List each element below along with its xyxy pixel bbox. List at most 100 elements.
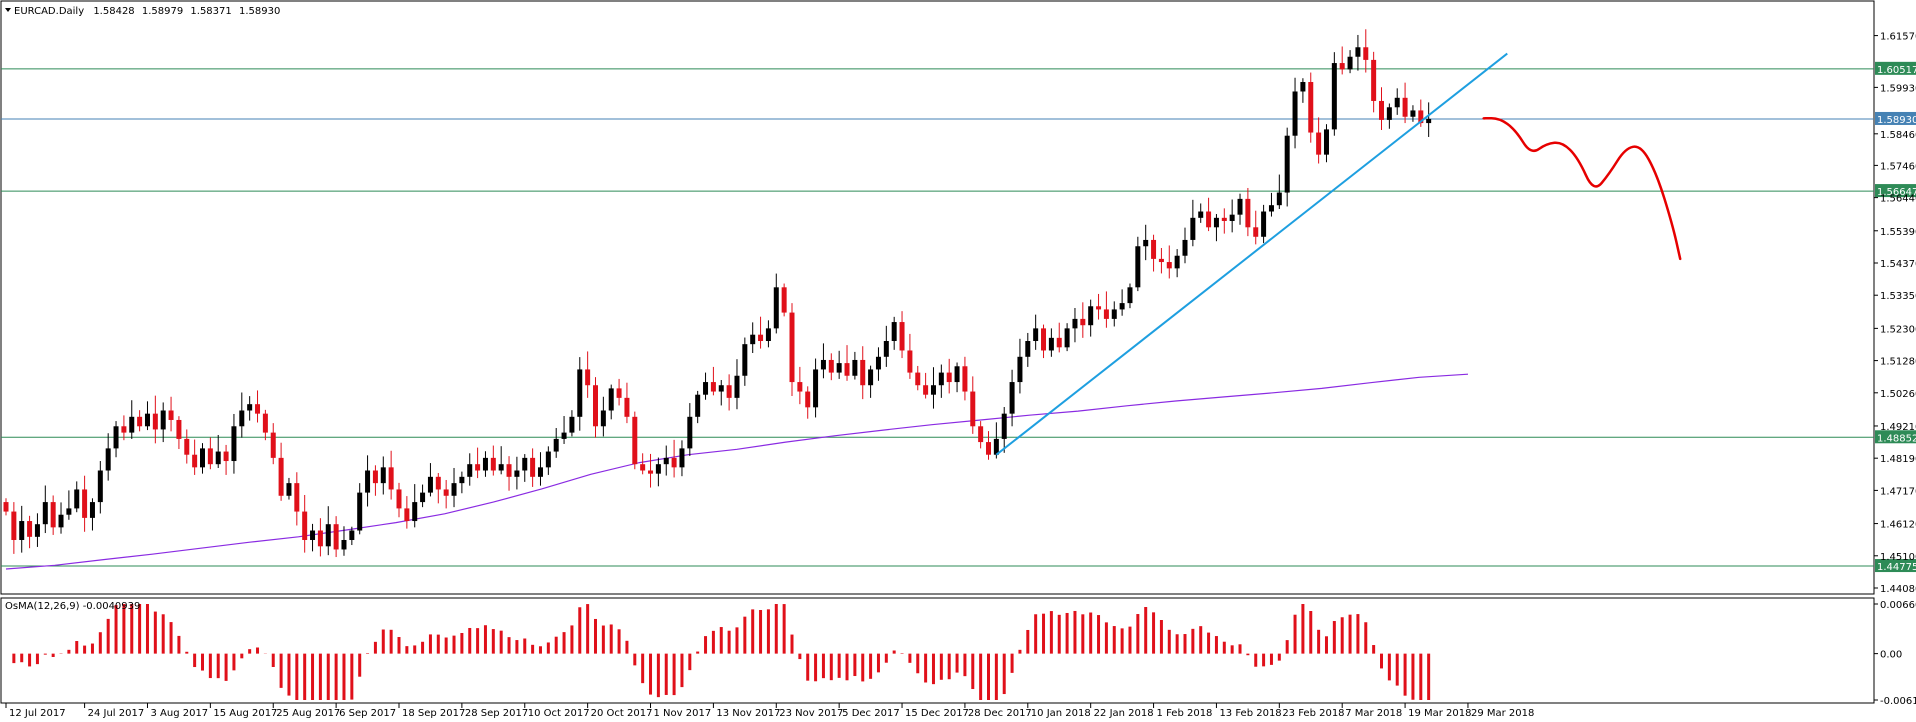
candle-body-94 (742, 344, 748, 376)
sma-line (5, 373, 1469, 570)
price-tick-label-2: 1.59930 (1880, 83, 1916, 94)
candle-body-77 (608, 388, 614, 411)
candle-body-44 (349, 530, 355, 540)
time-tick-label-21: 7 Mar 2018 (1345, 708, 1402, 719)
candle-body-151 (1190, 217, 1196, 240)
candle-body-29 (231, 426, 237, 462)
horizontal-lines[interactable]: 1.60517 1.58930 1.56647 1.48852 1.44775 (1, 61, 1916, 573)
candle-body-165 (1300, 82, 1306, 92)
candle-body-106 (836, 363, 842, 373)
candle-body-88 (695, 394, 701, 417)
candle-body-0 (3, 502, 9, 512)
candle-body-155 (1221, 217, 1227, 221)
candle-body-173 (1363, 47, 1369, 60)
candle-body-142 (1119, 303, 1125, 310)
candle-body-140 (1103, 309, 1109, 319)
candle-body-18 (144, 413, 150, 427)
time-tick-label-15: 28 Dec 2017 (968, 708, 1032, 719)
time-tick-label-6: 18 Sep 2017 (402, 708, 465, 719)
candle-body-143 (1127, 287, 1133, 304)
hline-label-0: 1.60517 (1877, 65, 1916, 76)
time-tick-label-10: 1 Nov 2017 (654, 708, 712, 719)
candle-body-86 (679, 448, 685, 468)
candle-body-118 (930, 385, 936, 395)
candle-body-119 (938, 372, 944, 386)
candle-body-126 (993, 438, 999, 455)
candle-body-26 (207, 448, 213, 465)
time-tick-label-13: 5 Dec 2017 (842, 708, 900, 719)
candle-body-141 (1111, 309, 1117, 319)
hline-label-bg-3 (1875, 430, 1916, 444)
dropdown-arrow-icon[interactable] (5, 8, 11, 12)
candle-body-180 (1418, 110, 1424, 124)
candle-body-14 (113, 426, 119, 449)
time-tick-label-3: 15 Aug 2017 (213, 708, 277, 719)
price-tick-label-18: 1.46120 (1880, 520, 1916, 531)
candle-body-145 (1143, 239, 1149, 247)
candle-body-170 (1339, 63, 1345, 70)
candle-body-132 (1041, 328, 1047, 351)
candle-body-102 (805, 391, 811, 408)
candle-body-61 (482, 457, 488, 471)
time-tick-label-19: 13 Feb 2018 (1219, 708, 1281, 719)
candle-body-71 (561, 432, 567, 439)
candle-body-22 (176, 419, 182, 439)
time-axis: 12 Jul 2017 24 Jul 2017 3 Aug 2017 15 Aug 2… (5, 703, 1534, 719)
main-panel (0, 0, 1875, 595)
candle-body-10 (82, 489, 88, 518)
candle-body-164 (1292, 91, 1298, 136)
trendline[interactable] (995, 52, 1508, 456)
time-tick-label-12: 23 Nov 2017 (779, 708, 843, 719)
candle-body-161 (1268, 205, 1274, 212)
time-tick-label-20: 23 Feb 2018 (1282, 708, 1344, 719)
candle-body-35 (278, 457, 284, 496)
price-tick-label-0: 1.61570 (1880, 32, 1916, 43)
hline-label-3: 1.48852 (1877, 433, 1916, 444)
candle-body-27 (215, 451, 221, 465)
hline-label-bg-4 (1875, 559, 1916, 573)
candle-body-150 (1182, 239, 1188, 256)
time-tick-label-7: 28 Sep 2017 (465, 708, 528, 719)
candle-body-135 (1064, 328, 1070, 348)
time-tick-label-14: 15 Dec 2017 (905, 708, 969, 719)
candle-body-93 (734, 375, 740, 398)
candle-body-116 (915, 372, 921, 386)
candle-body-148 (1166, 262, 1172, 269)
price-tick-label-16: 1.48190 (1880, 454, 1916, 465)
candle-body-57 (451, 483, 457, 496)
trendline-line[interactable] (995, 52, 1508, 456)
candle-body-48 (380, 467, 386, 484)
candle-body-121 (954, 366, 960, 383)
candle-body-103 (813, 369, 819, 408)
candle-body-97 (765, 328, 771, 342)
candle-body-90 (710, 382, 716, 392)
time-tick-label-4: 25 Aug 2017 (276, 708, 340, 719)
candle-body-13 (105, 448, 111, 471)
hline-label-bg-2 (1875, 184, 1916, 198)
candle-body-65 (514, 470, 520, 477)
candle-body-131 (1033, 328, 1039, 342)
candle-body-147 (1158, 258, 1164, 263)
candle-body-133 (1048, 337, 1054, 351)
candle-body-171 (1347, 56, 1353, 70)
candle-body-64 (506, 464, 512, 477)
candle-body-146 (1151, 239, 1157, 259)
candle-body-36 (286, 483, 292, 496)
candle-body-112 (883, 341, 889, 357)
candle-body-95 (750, 334, 756, 345)
candle-body-85 (671, 457, 677, 468)
time-tick-label-9: 20 Oct 2017 (591, 708, 653, 719)
candle-body-16 (129, 416, 135, 433)
candle-body-15 (121, 426, 127, 433)
candle-body-167 (1316, 132, 1322, 155)
time-tick-label-2: 3 Aug 2017 (150, 708, 208, 719)
time-tick-label-16: 10 Jan 2018 (1031, 708, 1091, 719)
candle-body-101 (797, 382, 803, 392)
candle-body-100 (789, 312, 795, 383)
candle-body-28 (223, 451, 229, 462)
candles (3, 29, 1432, 558)
candle-body-128 (1009, 382, 1015, 414)
price-tick-label-11: 1.52300 (1880, 324, 1916, 335)
time-tick-label-23: 29 Mar 2018 (1471, 708, 1534, 719)
